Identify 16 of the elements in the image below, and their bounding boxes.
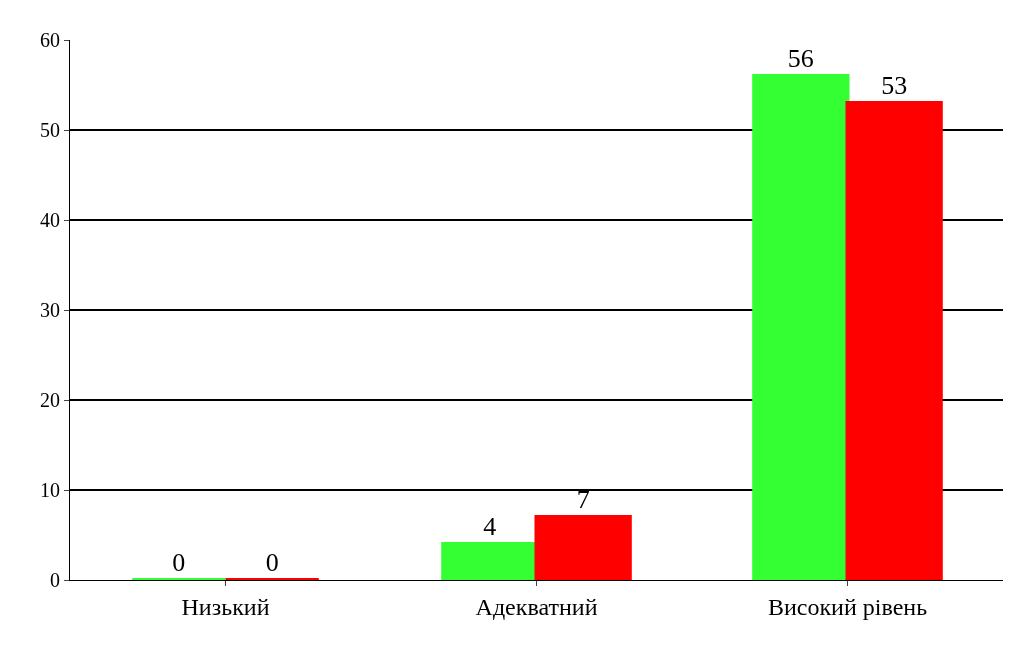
x-tick-label: Високий рівень	[767, 593, 928, 620]
y-tick-label: 0	[50, 569, 60, 591]
data-label: 0	[172, 548, 186, 577]
data-label: 0	[265, 548, 279, 577]
y-tick-label: 50	[40, 119, 60, 141]
y-tick-label: 60	[40, 29, 60, 51]
data-label: 56	[787, 44, 814, 73]
data-label: 53	[881, 71, 908, 100]
data-label: 7	[576, 485, 590, 514]
data-label: 4	[483, 512, 497, 541]
x-tick-label: Адекватний	[475, 593, 598, 620]
y-tick-label: 40	[40, 209, 60, 231]
x-tick-label: Низький	[181, 593, 270, 620]
y-tick-label: 30	[40, 299, 60, 321]
y-tick-label: 10	[40, 479, 60, 501]
y-tick-label: 20	[40, 389, 60, 411]
